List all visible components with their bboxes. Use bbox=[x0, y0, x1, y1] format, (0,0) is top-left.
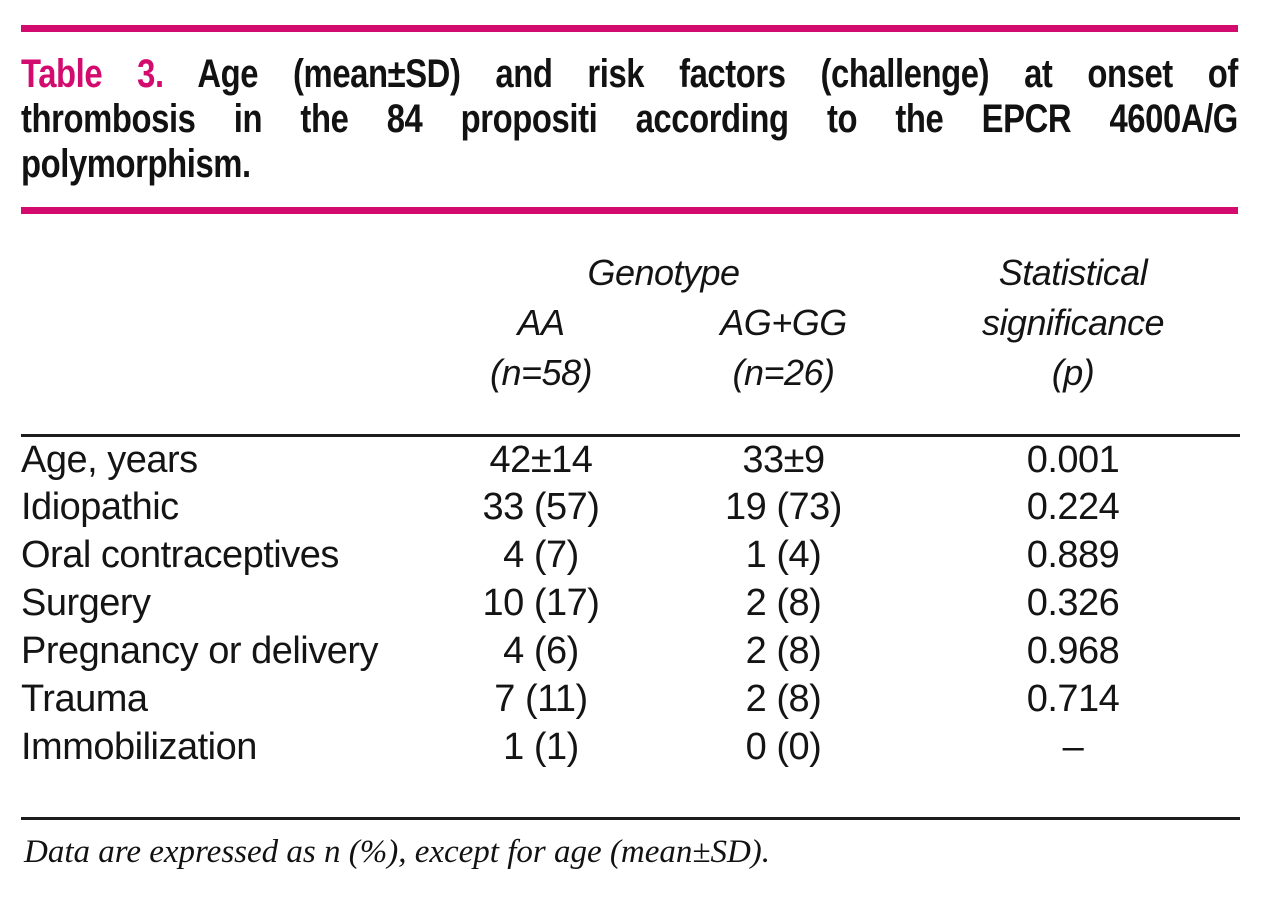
cell-agg: 33±9 bbox=[742, 438, 825, 481]
header-row-names: AA AG+GG significance bbox=[21, 298, 1240, 348]
column-header-agg: AG+GG bbox=[720, 302, 847, 343]
cell-aa: 4 (7) bbox=[503, 534, 579, 576]
cell-p: 0.326 bbox=[1026, 582, 1120, 624]
cell-aa: 10 (17) bbox=[482, 582, 600, 624]
column-header-agg-n: (n=26) bbox=[732, 352, 835, 393]
row-label: Idiopathic bbox=[21, 486, 179, 528]
title-line-1: Table 3. Age (mean±SD) and risk factors … bbox=[21, 52, 1238, 97]
column-header-stat-line3: (p) bbox=[1051, 352, 1095, 393]
cell-agg: 2 (8) bbox=[745, 582, 822, 624]
table-number-label: Table 3. bbox=[21, 52, 164, 96]
footnote: Data are expressed as n (%), except for … bbox=[24, 834, 771, 870]
table-row: Surgery 10 (17) 2 (8) 0.326 bbox=[21, 580, 1240, 628]
column-header-stat-line1: Statistical bbox=[998, 252, 1148, 293]
row-label: Pregnancy or delivery bbox=[21, 630, 379, 672]
header-row-group: Genotype Statistical bbox=[21, 248, 1240, 298]
row-label: Immobilization bbox=[21, 726, 257, 768]
row-label: Oral contraceptives bbox=[21, 534, 339, 576]
column-header-aa: AA bbox=[517, 302, 565, 343]
cell-p: 0.714 bbox=[1026, 678, 1120, 720]
column-group-genotype: Genotype bbox=[587, 252, 740, 293]
cell-agg: 0 (0) bbox=[745, 726, 822, 768]
footer-divider-rule bbox=[21, 771, 1240, 820]
cell-p: 0.001 bbox=[1026, 438, 1120, 481]
cell-aa: 42±14 bbox=[489, 438, 593, 481]
cell-p: – bbox=[1062, 726, 1084, 768]
cell-p: 0.968 bbox=[1026, 630, 1120, 672]
cell-aa: 7 (11) bbox=[494, 678, 588, 720]
title-line-2: thrombosis in the 84 propositi according… bbox=[21, 97, 1238, 141]
cell-p: 0.224 bbox=[1026, 486, 1120, 528]
cell-aa: 4 (6) bbox=[503, 630, 579, 672]
header-row-counts: (n=58) (n=26) (p) bbox=[21, 348, 1240, 398]
table-row: Oral contraceptives 4 (7) 1 (4) 0.889 bbox=[21, 532, 1240, 580]
row-label: Trauma bbox=[21, 678, 148, 720]
top-accent-rule bbox=[21, 25, 1238, 32]
table-title: Table 3. Age (mean±SD) and risk factors … bbox=[21, 52, 1238, 187]
mid-accent-rule bbox=[21, 207, 1238, 214]
cell-aa: 1 (1) bbox=[503, 726, 579, 768]
column-header-stat-line2: significance bbox=[981, 302, 1165, 343]
column-header-aa-n: (n=58) bbox=[489, 352, 593, 393]
cell-agg: 2 (8) bbox=[745, 630, 822, 672]
data-table: Genotype Statistical AA AG+GG significan… bbox=[21, 248, 1240, 820]
cell-agg: 19 (73) bbox=[725, 486, 842, 528]
row-label: Surgery bbox=[21, 582, 151, 624]
table-row: Idiopathic 33 (57) 19 (73) 0.224 bbox=[21, 484, 1240, 532]
table-row: Immobilization 1 (1) 0 (0) – bbox=[21, 724, 1240, 772]
row-label: Age, years bbox=[21, 438, 198, 481]
table-row: Pregnancy or delivery 4 (6) 2 (8) 0.968 bbox=[21, 628, 1240, 676]
table-row: Age, years 42±14 33±9 0.001 bbox=[21, 436, 1240, 484]
cell-agg: 2 (8) bbox=[745, 678, 822, 720]
cell-p: 0.889 bbox=[1026, 534, 1120, 576]
cell-aa: 33 (57) bbox=[482, 486, 600, 528]
cell-agg: 1 (4) bbox=[745, 534, 822, 576]
title-text-1: Age (mean±SD) and risk factors (challeng… bbox=[197, 52, 1238, 96]
table-row: Trauma 7 (11) 2 (8) 0.714 bbox=[21, 676, 1240, 724]
header-divider-rule bbox=[21, 398, 1240, 437]
title-line-3: polymorphism. bbox=[21, 142, 251, 186]
